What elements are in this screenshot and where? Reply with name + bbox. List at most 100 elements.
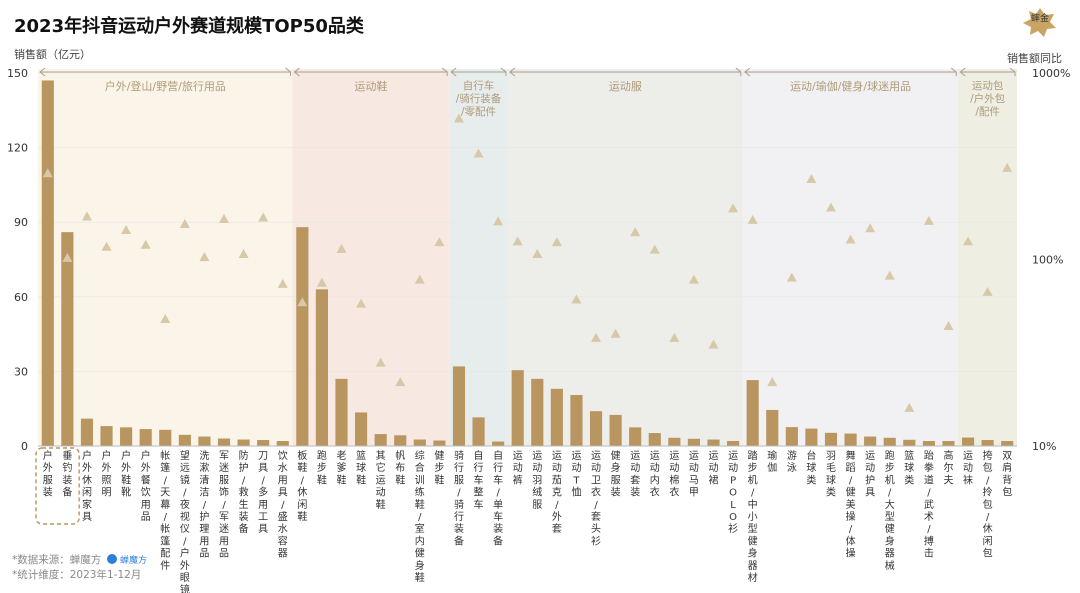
x-tick-label: 垂钓装备: [62, 450, 72, 499]
group-label: 运动/瑜伽/健身/球迷用品: [790, 79, 911, 93]
bar: [766, 409, 779, 446]
growth-marker: [277, 278, 288, 288]
growth-marker: [551, 237, 562, 247]
bar: [668, 437, 681, 446]
bar: [1001, 441, 1014, 446]
bar: [531, 378, 544, 446]
bar: [707, 439, 720, 446]
growth-marker: [453, 113, 464, 123]
group-band: [958, 69, 1017, 446]
growth-marker: [219, 213, 230, 223]
growth-marker: [747, 214, 758, 224]
growth-marker: [532, 249, 543, 259]
growth-marker: [591, 332, 602, 342]
bar: [139, 429, 152, 446]
group-label: 户外/登山/野营/旅行用品: [105, 79, 226, 93]
x-tick-label: 运动套装: [630, 450, 640, 499]
source-logo-icon: [106, 554, 117, 564]
growth-marker: [375, 357, 386, 367]
x-tick-label: 户外照明: [102, 449, 112, 499]
highlight-box: [35, 447, 80, 525]
group-label: 运动包: [972, 79, 1004, 92]
y-tick-label: 150: [7, 67, 28, 80]
x-tick-label: 羽毛球类: [826, 450, 836, 499]
group-arrow-head: [959, 67, 966, 77]
y-tick-label: 60: [14, 291, 28, 304]
growth-marker: [963, 236, 974, 246]
growth-marker: [767, 377, 778, 387]
x-tick-label: 运动棉衣: [669, 450, 679, 499]
y-tick-label: 0: [21, 440, 28, 453]
group-arrow-head: [1009, 67, 1016, 76]
x-tick-label: 挎包/拎包/休闲包: [983, 449, 993, 560]
bar: [981, 440, 994, 446]
growth-marker: [512, 236, 523, 246]
x-tick-label: 游泳: [787, 449, 797, 474]
growth-marker: [708, 339, 719, 349]
group-label: 运动鞋: [354, 79, 387, 93]
bar: [961, 437, 975, 446]
group-arrow-head: [441, 67, 448, 76]
bar: [550, 388, 563, 446]
x-tick-label: 综合训练鞋/室内健身鞋: [415, 449, 425, 584]
bar: [589, 411, 603, 446]
bar: [433, 440, 446, 446]
growth-marker: [982, 286, 993, 296]
growth-marker: [493, 216, 504, 226]
x-tick-label: 瑜伽: [767, 449, 777, 474]
bar: [452, 366, 466, 446]
group-label: 自行车: [463, 79, 495, 92]
x-tick-label: 军迷服饰/军迷用品: [219, 450, 229, 560]
y-right-tick-label: 1000%: [1032, 67, 1070, 80]
growth-marker: [806, 174, 817, 184]
growth-marker: [649, 244, 660, 254]
x-tick-label: 望远镜/夜视仪/户外眼镜: [180, 449, 190, 593]
x-tick-label: 高尔夫: [943, 449, 953, 486]
bar: [785, 427, 798, 446]
y-right-tick-label: 10%: [1032, 440, 1056, 453]
bar: [903, 439, 916, 446]
growth-marker: [904, 402, 915, 412]
bar: [120, 427, 133, 446]
x-tick-label: 运动卫衣/套头衫: [591, 450, 601, 547]
x-tick-label: 跑步机/大型健身器械: [885, 449, 895, 572]
brand-logo-icon: 蟀金: [1023, 8, 1056, 37]
x-tick-label: 户外餐饮用品: [141, 449, 151, 523]
x-tick-label: 运动内衣: [650, 450, 660, 499]
bar: [374, 434, 387, 446]
growth-marker: [786, 272, 797, 282]
x-tick-label: 运动裤: [513, 450, 523, 486]
group-arrow-head: [735, 67, 742, 76]
growth-marker: [434, 237, 445, 247]
x-tick-label: 双肩背包: [1002, 450, 1012, 499]
growth-marker: [81, 211, 92, 221]
group-band: [38, 69, 293, 446]
x-tick-label: 运动羽绒服: [532, 450, 542, 511]
growth-marker: [630, 227, 641, 237]
growth-marker: [943, 320, 954, 330]
growth-marker: [571, 294, 582, 304]
footer-period: *统计维度：2023年1-12月: [12, 569, 142, 581]
bar: [237, 439, 250, 446]
y-axis-left-label: 销售额（亿元）: [14, 48, 91, 61]
bar: [629, 427, 642, 446]
group-label: /户外包: [970, 92, 1006, 105]
bar: [511, 370, 524, 446]
growth-marker: [199, 252, 210, 262]
growth-marker: [395, 377, 406, 387]
x-tick-label: 饮水用具/盛水容器: [278, 449, 288, 560]
x-tick-label: 户外休闲家具: [82, 449, 92, 523]
bar: [922, 441, 935, 446]
x-tick-label: 篮球鞋: [356, 449, 366, 486]
group-arrow-head: [509, 67, 516, 77]
growth-marker: [669, 332, 680, 342]
bar: [41, 80, 54, 447]
x-tick-label: 运动袜: [963, 450, 973, 486]
group-label: 运动服: [609, 80, 642, 93]
x-tick-label: 健身服装: [611, 450, 621, 499]
x-tick-label: 台球类: [806, 449, 816, 486]
x-tick-label: 防护/救生装备: [239, 449, 249, 535]
growth-marker: [42, 168, 53, 178]
